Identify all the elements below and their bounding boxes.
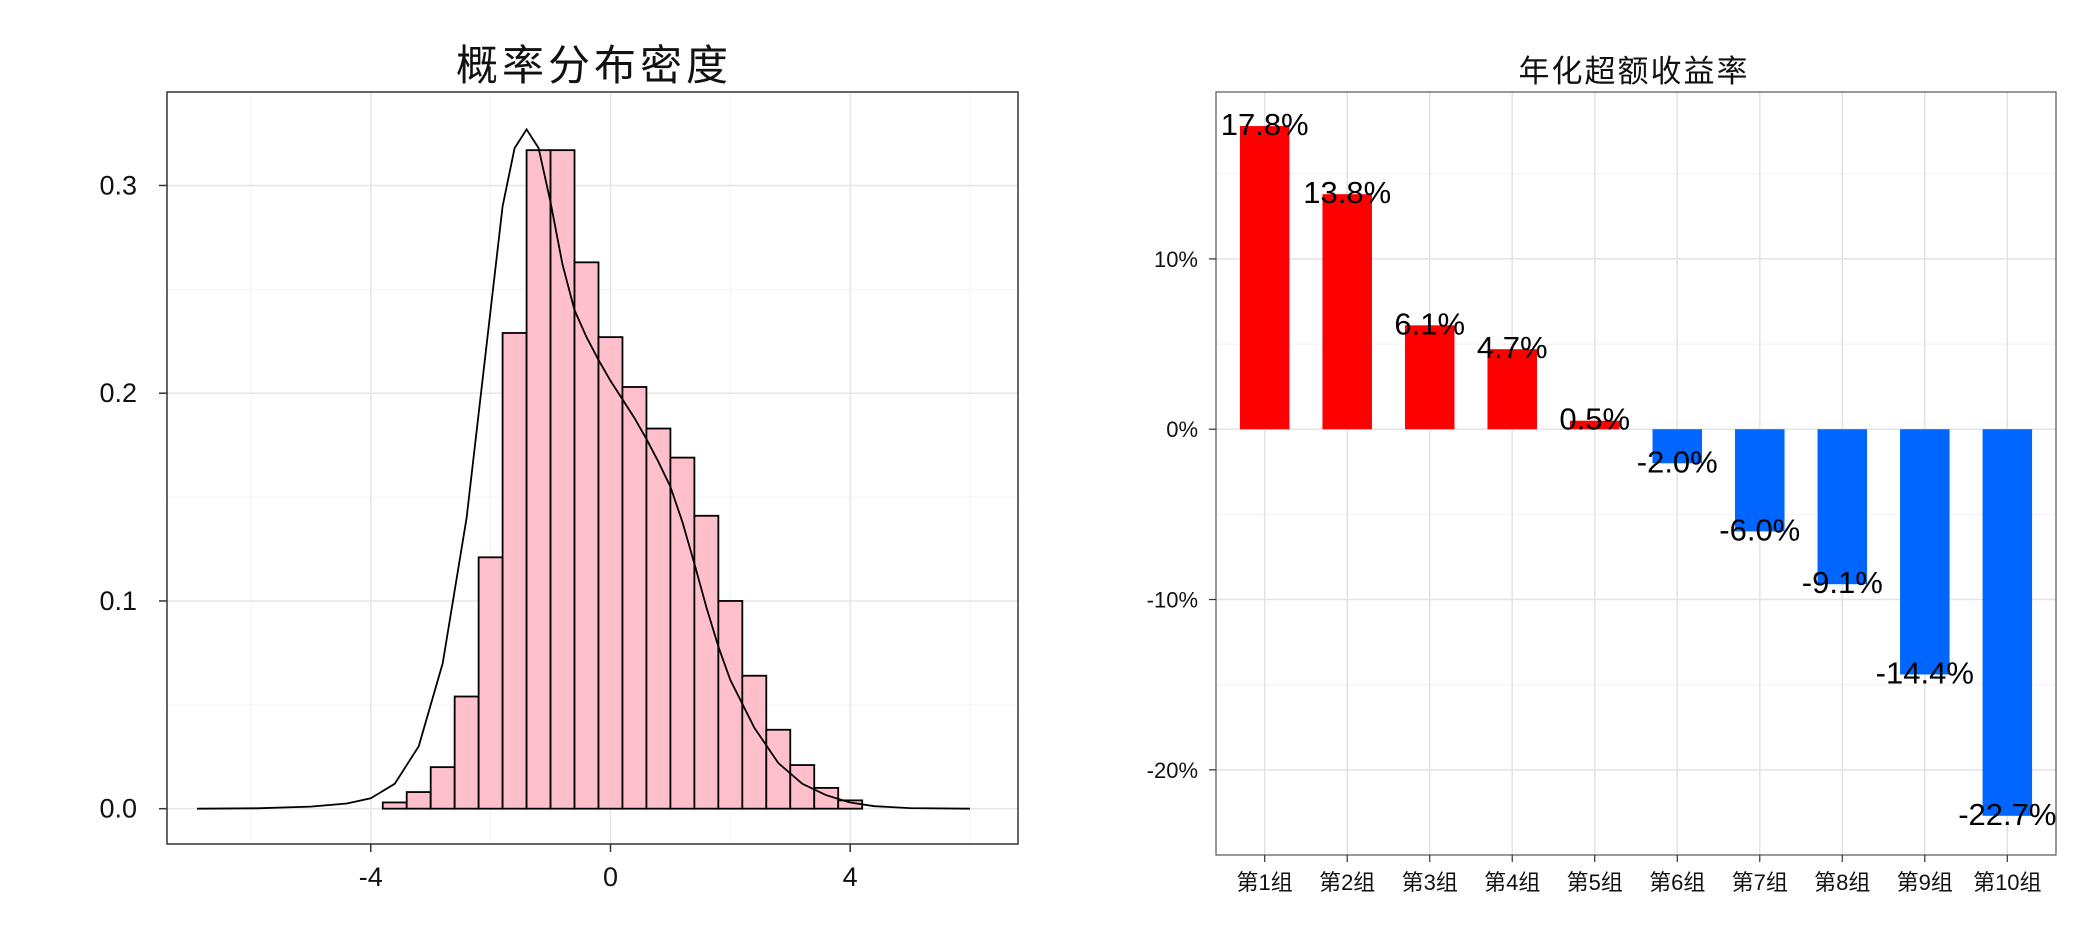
histogram-bar xyxy=(669,456,696,810)
x-tick-label: 第3组 xyxy=(1402,870,1458,895)
y-tick-label: 10% xyxy=(1154,247,1198,272)
excess-return-bar-chart: 年化超额收益率 -20% -10% 0% 10% 第1组 第2组 第3组 第4组 第5组 第6组 第… xyxy=(1147,54,2057,895)
histogram-bar xyxy=(717,600,744,810)
bar-value-label: -9.1% xyxy=(1802,565,1883,600)
y-tick-label: -10% xyxy=(1147,588,1198,613)
return-bar xyxy=(1900,429,1950,675)
y-tick-label: 0.1 xyxy=(99,586,137,616)
histogram-bar xyxy=(741,674,768,810)
x-tick-label: 第10组 xyxy=(1973,870,2041,895)
y-tick-label: 0.3 xyxy=(99,170,137,200)
bar-value-label: -14.4% xyxy=(1876,655,1974,690)
bar-value-label: 4.7% xyxy=(1477,330,1548,365)
return-bar xyxy=(1239,126,1290,430)
histogram-bar xyxy=(573,261,600,810)
x-tick-label: 第6组 xyxy=(1649,870,1705,895)
bar-value-label: -6.0% xyxy=(1719,512,1800,547)
y-tick-label: 0.2 xyxy=(99,378,137,408)
histogram-bar xyxy=(789,764,816,810)
histogram-bar xyxy=(621,386,648,810)
bar-value-label: 6.1% xyxy=(1394,306,1465,341)
histogram-bar xyxy=(477,556,504,810)
y-tick-label: 0.0 xyxy=(99,794,137,824)
histogram-bar xyxy=(597,336,624,810)
y-tick-label: -20% xyxy=(1147,758,1198,783)
return-bar xyxy=(1982,429,2033,816)
return-bar xyxy=(1735,429,1785,532)
return-bar xyxy=(1652,429,1703,464)
histogram-bar xyxy=(453,695,480,810)
density-curve xyxy=(196,127,971,810)
x-tick-label: 0 xyxy=(603,862,618,892)
histogram-bar xyxy=(693,514,720,810)
bar-value-label: -2.0% xyxy=(1637,444,1718,479)
histogram-bar xyxy=(429,766,456,810)
histogram-panel-border xyxy=(166,91,1019,845)
x-tick-label: 第5组 xyxy=(1567,870,1623,895)
histogram-bar xyxy=(381,801,408,810)
density-histogram-chart: 概率分布密度 -4 0 4 0.0 0.1 0.2 0.3 xyxy=(99,41,1019,892)
return-bar xyxy=(1404,325,1455,430)
return-bar xyxy=(1487,349,1537,430)
x-tick-label: 第4组 xyxy=(1484,870,1540,895)
return-bar xyxy=(1322,194,1372,430)
bar-panel-border xyxy=(1215,91,2057,856)
x-tick-label: 第9组 xyxy=(1897,870,1953,895)
histogram-bar xyxy=(645,427,672,810)
return-bar xyxy=(1817,429,1868,585)
return-bar xyxy=(1569,420,1620,430)
bar-chart-title: 年化超额收益率 xyxy=(1519,54,1750,90)
histogram-bar xyxy=(405,791,432,810)
x-tick-label: -4 xyxy=(359,862,383,892)
x-tick-label: 第1组 xyxy=(1237,870,1293,895)
x-tick-label: 4 xyxy=(843,862,858,892)
x-tick-label: 第2组 xyxy=(1319,870,1375,895)
histogram-bar xyxy=(525,149,552,810)
x-tick-label: 第7组 xyxy=(1732,870,1788,895)
histogram-bar xyxy=(549,149,576,810)
bar-value-label: 17.8% xyxy=(1221,107,1309,142)
x-tick-label: 第8组 xyxy=(1814,870,1870,895)
histogram-bar xyxy=(501,332,528,810)
bar-value-label: -22.7% xyxy=(1958,797,2056,832)
y-tick-label: 0% xyxy=(1166,417,1198,442)
histogram-title: 概率分布密度 xyxy=(456,41,732,90)
bar-value-label: 0.5% xyxy=(1559,402,1630,437)
bar-value-label: 13.8% xyxy=(1303,175,1391,210)
